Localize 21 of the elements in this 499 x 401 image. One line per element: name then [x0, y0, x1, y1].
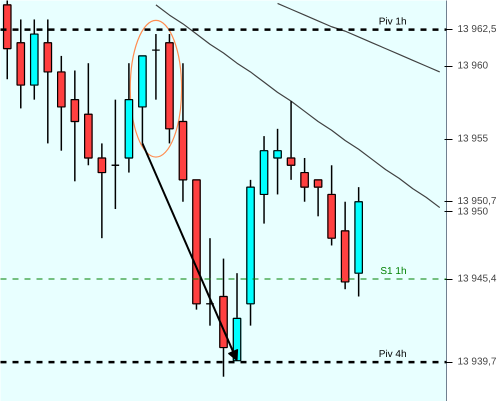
y-tick-label: 13 950: [458, 206, 489, 218]
y-tick-label: 13 945,4: [458, 274, 497, 285]
candlestick: [286, 100, 296, 181]
candlestick: [70, 70, 80, 182]
y-tick-label: 13 955: [458, 134, 489, 145]
line-series: [155, 4, 440, 208]
line-series: [276, 2, 440, 73]
ref-line-label: Piv 1h: [378, 16, 407, 28]
y-tick-label: 13 939,7: [458, 356, 497, 368]
candlestick: [206, 237, 214, 326]
candlestick: [300, 157, 309, 202]
candlestick: [152, 33, 160, 100]
candlestick: [273, 128, 282, 196]
y-tick-label: 13 962,5: [458, 24, 497, 36]
ref-line-label: Piv 4h: [378, 349, 407, 360]
y-tick-label: 13 960: [458, 60, 489, 72]
candlestick: [111, 98, 120, 210]
candlestick: [314, 179, 322, 218]
ref-line-label: S1 1h: [380, 266, 407, 278]
candlestick: [98, 142, 106, 239]
y-tick-label: 13 950,7: [458, 196, 497, 208]
